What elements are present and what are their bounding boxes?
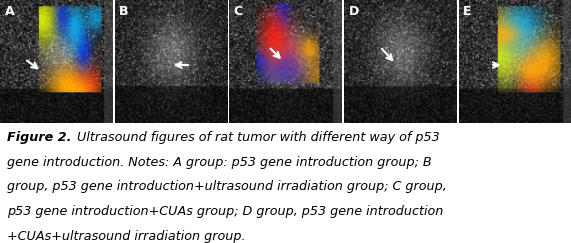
Text: group, p53 gene introduction+ultrasound irradiation group; C group,: group, p53 gene introduction+ultrasound … <box>7 181 447 193</box>
Text: Figure 2.: Figure 2. <box>7 131 71 144</box>
Text: Ultrasound figures of rat tumor with different way of p53: Ultrasound figures of rat tumor with dif… <box>73 131 439 144</box>
Text: +CUAs+ultrasound irradiation group.: +CUAs+ultrasound irradiation group. <box>7 230 246 243</box>
Text: D: D <box>348 5 359 18</box>
Text: p53 gene introduction+CUAs group; D group, p53 gene introduction: p53 gene introduction+CUAs group; D grou… <box>7 205 443 218</box>
Text: gene introduction. Notes: A group: p53 gene introduction group; B: gene introduction. Notes: A group: p53 g… <box>7 156 432 169</box>
Text: B: B <box>119 5 128 18</box>
Text: E: E <box>463 5 472 18</box>
Text: A: A <box>5 5 14 18</box>
Text: C: C <box>234 5 243 18</box>
